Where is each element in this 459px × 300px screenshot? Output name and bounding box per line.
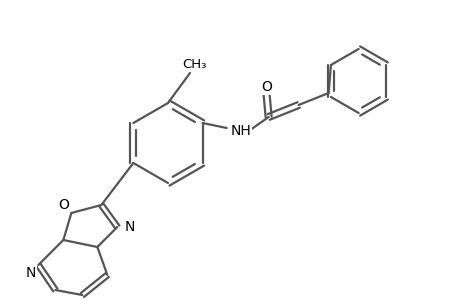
Text: N: N	[25, 266, 35, 280]
Text: NH: NH	[230, 124, 251, 138]
Text: O: O	[58, 198, 69, 212]
Text: N: N	[124, 220, 134, 234]
Text: O: O	[261, 80, 271, 94]
Text: CH₃: CH₃	[181, 58, 206, 70]
